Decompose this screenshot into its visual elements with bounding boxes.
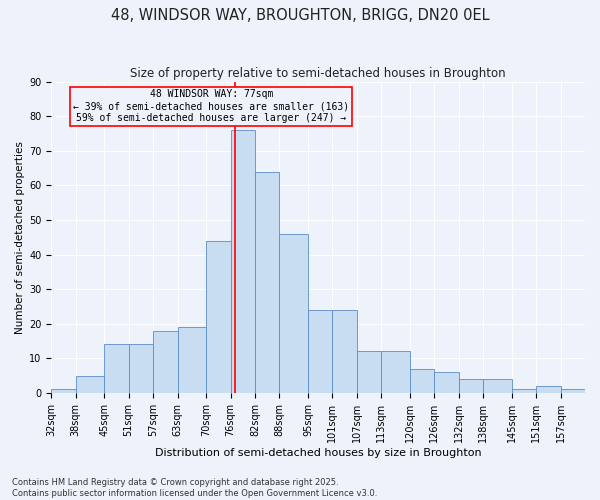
Bar [255,172,280,393]
Bar [206,240,230,393]
Bar [104,344,128,393]
Bar [230,130,255,393]
Bar [332,310,357,393]
Bar [76,376,104,393]
Bar [458,379,483,393]
Y-axis label: Number of semi-detached properties: Number of semi-detached properties [15,141,25,334]
Text: Contains HM Land Registry data © Crown copyright and database right 2025.
Contai: Contains HM Land Registry data © Crown c… [12,478,377,498]
Text: 48, WINDSOR WAY, BROUGHTON, BRIGG, DN20 0EL: 48, WINDSOR WAY, BROUGHTON, BRIGG, DN20 … [110,8,490,22]
Text: 48 WINDSOR WAY: 77sqm
← 39% of semi-detached houses are smaller (163)
59% of sem: 48 WINDSOR WAY: 77sqm ← 39% of semi-deta… [73,90,349,122]
Bar [483,379,512,393]
Bar [434,372,458,393]
Bar [410,368,434,393]
Bar [308,310,332,393]
Bar [51,390,76,393]
Bar [512,390,536,393]
Bar [153,330,178,393]
Bar [560,390,585,393]
Bar [280,234,308,393]
Bar [536,386,560,393]
Bar [357,352,381,393]
Bar [128,344,153,393]
Bar [178,327,206,393]
X-axis label: Distribution of semi-detached houses by size in Broughton: Distribution of semi-detached houses by … [155,448,481,458]
Bar [381,352,410,393]
Title: Size of property relative to semi-detached houses in Broughton: Size of property relative to semi-detach… [130,68,506,80]
